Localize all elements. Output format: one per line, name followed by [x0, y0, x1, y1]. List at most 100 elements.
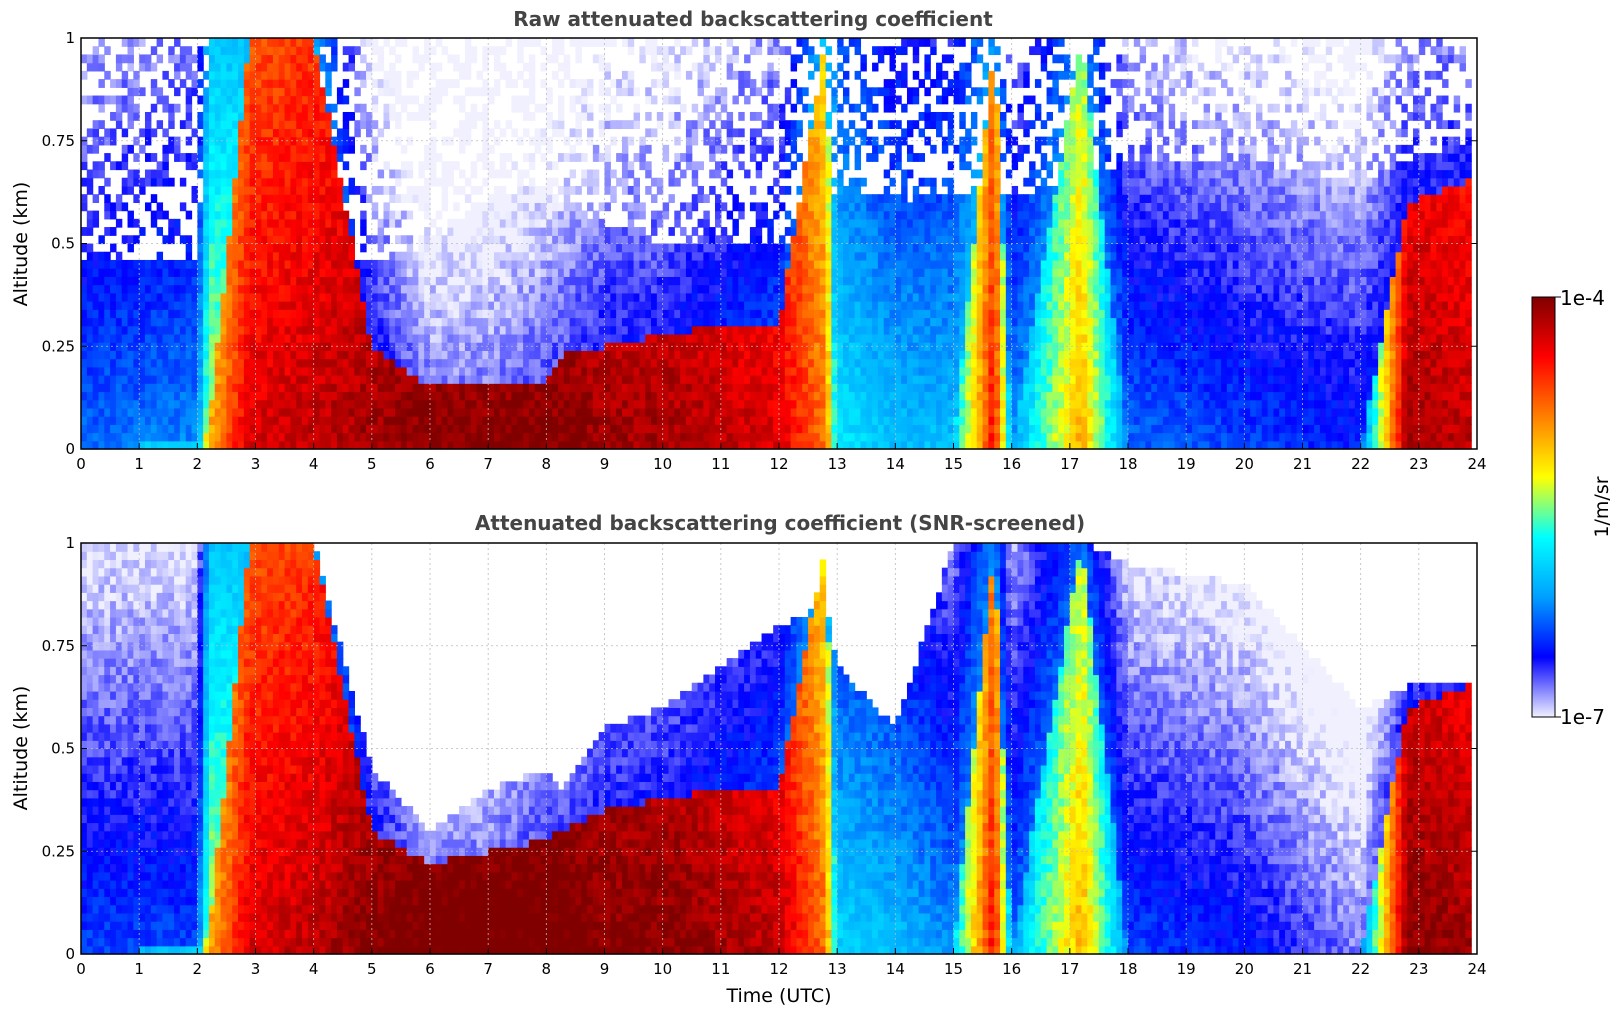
- heatmap-cell: [378, 424, 384, 433]
- heatmap-cell: [546, 87, 552, 96]
- heatmap-cell: [168, 46, 174, 55]
- heatmap-cell: [151, 276, 157, 285]
- heatmap-cell: [529, 408, 535, 417]
- heatmap-cell: [87, 186, 93, 195]
- heatmap-cell: [349, 326, 355, 335]
- heatmap-cell: [581, 400, 587, 409]
- heatmap-cell: [337, 383, 343, 392]
- heatmap-cell: [128, 211, 134, 220]
- heatmap-cell: [331, 334, 337, 343]
- heatmap-cell: [186, 416, 192, 425]
- heatmap-cell: [337, 301, 343, 310]
- heatmap-cell: [622, 408, 628, 417]
- heatmap-cell: [104, 383, 110, 392]
- heatmap-cell: [331, 244, 337, 253]
- heatmap-cell: [407, 268, 413, 277]
- heatmap-cell: [81, 317, 87, 326]
- heatmap-cell: [529, 375, 535, 384]
- heatmap-cell: [349, 334, 355, 343]
- heatmap-cell: [221, 96, 227, 105]
- heatmap-cell: [517, 178, 523, 187]
- heatmap-cell: [529, 350, 535, 359]
- heatmap-cell: [383, 71, 389, 80]
- heatmap-cell: [354, 260, 360, 269]
- heatmap-cell: [506, 120, 512, 129]
- heatmap-cell: [593, 293, 599, 302]
- heatmap-cell: [221, 63, 227, 72]
- heatmap-cell: [296, 219, 302, 228]
- heatmap-cell: [314, 186, 320, 195]
- heatmap-cell: [634, 301, 640, 310]
- heatmap-cell: [279, 96, 285, 105]
- heatmap-cell: [81, 309, 87, 318]
- heatmap-cell: [523, 194, 529, 203]
- heatmap-cell: [296, 71, 302, 80]
- heatmap-cell: [319, 87, 325, 96]
- heatmap-cell: [238, 416, 244, 425]
- heatmap-cell: [157, 252, 163, 261]
- heatmap-cell: [674, 87, 680, 96]
- heatmap-cell: [523, 317, 529, 326]
- heatmap-cell: [325, 38, 331, 47]
- heatmap-cell: [622, 178, 628, 187]
- heatmap-cell: [645, 235, 651, 244]
- heatmap-cell: [267, 128, 273, 137]
- heatmap-cell: [319, 383, 325, 392]
- heatmap-cell: [756, 309, 762, 318]
- heatmap-cell: [343, 186, 349, 195]
- heatmap-cell: [349, 433, 355, 442]
- heatmap-cell: [680, 170, 686, 179]
- heatmap-cell: [622, 244, 628, 253]
- heatmap-cell: [692, 424, 698, 433]
- heatmap-cell: [668, 227, 674, 236]
- heatmap-cell: [407, 367, 413, 376]
- heatmap-cell: [256, 96, 262, 105]
- heatmap-cell: [151, 219, 157, 228]
- heatmap-cell: [378, 391, 384, 400]
- heatmap-cell: [290, 359, 296, 368]
- heatmap-cell: [139, 268, 145, 277]
- heatmap-cell: [325, 359, 331, 368]
- heatmap-cell: [203, 276, 209, 285]
- heatmap-cell: [767, 252, 773, 261]
- heatmap-cell: [319, 326, 325, 335]
- heatmap-cell: [500, 334, 506, 343]
- heatmap-cell: [756, 268, 762, 277]
- heatmap-cell: [605, 301, 611, 310]
- heatmap-cell: [407, 112, 413, 121]
- heatmap-cell: [680, 104, 686, 113]
- heatmap-cell: [442, 194, 448, 203]
- heatmap-cell: [686, 120, 692, 129]
- heatmap-cell: [668, 334, 674, 343]
- heatmap-cell: [401, 260, 407, 269]
- heatmap-cell: [587, 235, 593, 244]
- heatmap-cell: [587, 400, 593, 409]
- heatmap-cell: [273, 71, 279, 80]
- heatmap-cell: [226, 202, 232, 211]
- heatmap-cell: [488, 276, 494, 285]
- heatmap-cell: [395, 408, 401, 417]
- heatmap-cell: [203, 317, 209, 326]
- heatmap-cell: [407, 276, 413, 285]
- heatmap-cell: [581, 276, 587, 285]
- heatmap-cell: [226, 268, 232, 277]
- heatmap-cell: [570, 260, 576, 269]
- heatmap-cell: [290, 87, 296, 96]
- heatmap-cell: [575, 252, 581, 261]
- heatmap-cell: [709, 276, 715, 285]
- heatmap-cell: [302, 317, 308, 326]
- heatmap-cell: [302, 309, 308, 318]
- heatmap-cell: [244, 301, 250, 310]
- heatmap-cell: [186, 433, 192, 442]
- heatmap-cell: [395, 120, 401, 129]
- heatmap-cell: [744, 96, 750, 105]
- heatmap-cell: [331, 252, 337, 261]
- heatmap-cell: [779, 334, 785, 343]
- heatmap-cell: [622, 186, 628, 195]
- heatmap-cell: [186, 383, 192, 392]
- heatmap-cell: [378, 383, 384, 392]
- heatmap-cell: [151, 367, 157, 376]
- heatmap-cell: [668, 309, 674, 318]
- heatmap-cell: [529, 54, 535, 63]
- heatmap-cell: [674, 153, 680, 162]
